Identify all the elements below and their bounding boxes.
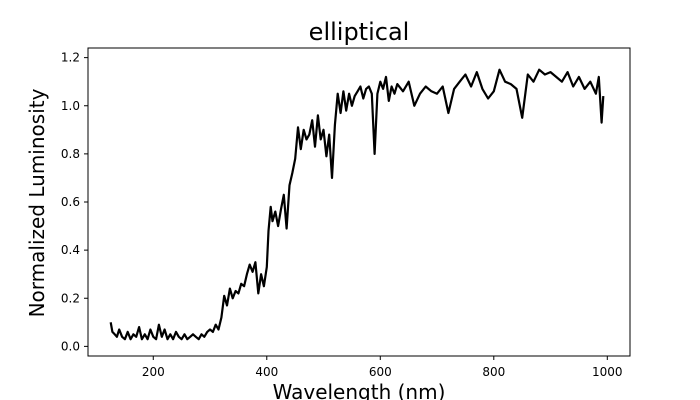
- y-tick-label: 0.4: [61, 243, 80, 257]
- x-axis: 200 400 600 800 1000: [142, 356, 623, 379]
- y-axis-label: Normalized Luminosity: [25, 88, 49, 317]
- y-tick-label: 0.6: [61, 195, 80, 209]
- chart-title: elliptical: [309, 18, 410, 46]
- y-tick-label: 0.2: [61, 291, 80, 305]
- x-tick-label: 400: [255, 365, 278, 379]
- plot-area: [87, 47, 631, 357]
- plot-frame: [87, 47, 631, 357]
- y-tick-label: 0.8: [61, 147, 80, 161]
- y-tick-label: 1.0: [61, 99, 80, 113]
- x-tick-label: 200: [142, 365, 165, 379]
- y-tick-label: 0.0: [61, 339, 80, 353]
- y-tick-label: 1.2: [61, 51, 80, 65]
- x-tick-label: 600: [369, 365, 392, 379]
- x-axis-label: Wavelength (nm): [273, 380, 446, 400]
- x-tick-label: 1000: [592, 365, 623, 379]
- y-axis: 0.0 0.2 0.4 0.6 0.8 1.0 1.2: [61, 51, 88, 353]
- series-line-0: [109, 68, 605, 341]
- x-tick-label: 800: [482, 365, 505, 379]
